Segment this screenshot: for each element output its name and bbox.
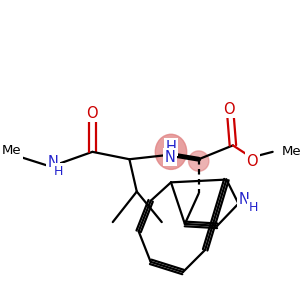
Text: N: N (238, 192, 249, 207)
Text: N: N (165, 150, 176, 165)
Text: O: O (224, 102, 235, 117)
Ellipse shape (188, 151, 209, 171)
Text: N: N (47, 155, 58, 170)
Text: O: O (247, 154, 258, 169)
Text: Me: Me (282, 145, 300, 158)
Text: H: H (249, 201, 258, 214)
Text: Me: Me (1, 144, 21, 158)
Text: H: H (53, 165, 63, 178)
Text: O: O (87, 106, 98, 121)
Ellipse shape (155, 134, 187, 170)
Text: H: H (166, 140, 176, 155)
